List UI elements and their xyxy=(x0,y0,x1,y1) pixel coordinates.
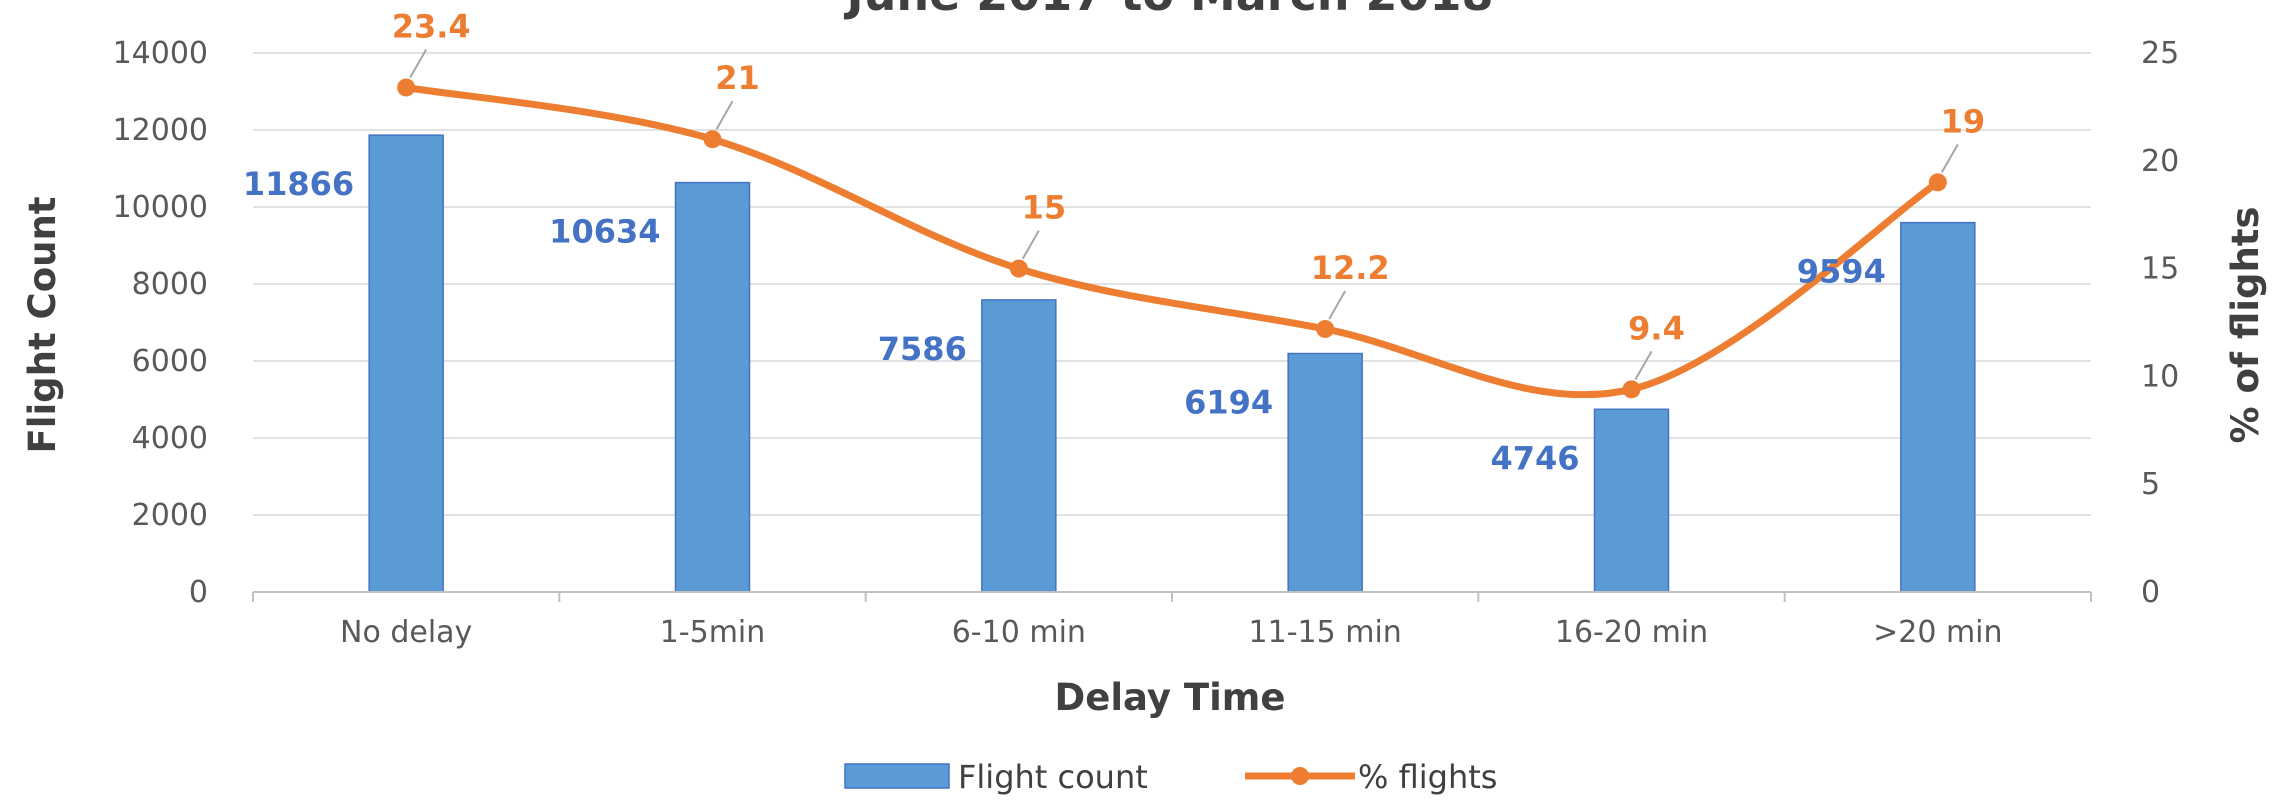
bar xyxy=(1287,352,1363,593)
line-point xyxy=(703,130,722,149)
bar xyxy=(1593,408,1670,593)
legend-swatch-bar xyxy=(844,763,950,789)
x-tick-label: 16-20 min xyxy=(1555,615,1708,650)
bar xyxy=(981,299,1057,593)
line-point xyxy=(397,78,416,97)
y2-tick-label: 20 xyxy=(2141,144,2179,179)
leader-line xyxy=(715,100,734,130)
legend: Flight count % flights xyxy=(844,758,1497,796)
line-data-label: 19 xyxy=(1941,102,1986,140)
bar-data-label: 9594 xyxy=(1797,253,1886,291)
bar-data-label: 10634 xyxy=(549,213,660,251)
bar xyxy=(674,181,751,593)
y-tick-label: 12000 xyxy=(113,113,208,148)
leader-line xyxy=(409,48,428,78)
y-tick-label: 2000 xyxy=(132,498,208,533)
legend-swatch-marker xyxy=(1291,767,1309,785)
bar-data-label: 4746 xyxy=(1490,439,1579,477)
y2-tick-label: 5 xyxy=(2141,467,2160,502)
legend-label: % flights xyxy=(1358,758,1497,796)
line-point xyxy=(1009,259,1028,278)
legend-label: Flight count xyxy=(958,758,1148,796)
bar xyxy=(368,134,444,593)
bar-data-label: 6194 xyxy=(1184,384,1273,422)
y-tick-label: 0 xyxy=(189,575,208,610)
leader-line xyxy=(1940,143,1959,173)
bars xyxy=(368,134,1976,593)
y2-tick-label: 0 xyxy=(2141,575,2160,610)
line-data-label: 12.2 xyxy=(1311,249,1390,287)
line-data-label: 21 xyxy=(715,59,760,97)
x-axis-title: Delay Time xyxy=(1055,676,1286,719)
y-tick-label: 10000 xyxy=(113,190,208,225)
line-data-label: 23.4 xyxy=(392,7,471,45)
y-axis-title: Flight Count xyxy=(21,197,64,454)
gridlines xyxy=(253,52,2091,516)
leader-line xyxy=(1021,230,1040,260)
x-tick-label: 6-10 min xyxy=(952,615,1086,650)
x-tick-label: No delay xyxy=(340,615,472,650)
y2-tick-label: 25 xyxy=(2141,36,2179,71)
y-tick-label: 8000 xyxy=(132,267,208,302)
line-data-label: 9.4 xyxy=(1628,309,1685,347)
line-point xyxy=(1622,380,1641,399)
leader-line xyxy=(1328,290,1347,320)
bar-data-label: 11866 xyxy=(243,165,354,203)
line-point xyxy=(1928,173,1947,192)
y2-tick-label: 10 xyxy=(2141,359,2179,394)
axes: 0 2000 4000 6000 8000 10000 12000 14000 0 5 10 15 20… xyxy=(113,36,2180,650)
y-tick-label: 4000 xyxy=(132,421,208,456)
x-tick-label: 11-15 min xyxy=(1249,615,1402,650)
y-tick-label: 6000 xyxy=(132,344,208,379)
labels: 11866 10634 7586 6194 4746 9594 23.4 21 15 12.2 9.… xyxy=(243,7,1985,477)
line-series xyxy=(397,48,1959,399)
bar xyxy=(1900,221,1976,593)
y2-tick-label: 15 xyxy=(2141,252,2179,287)
chart-title: June 2017 to March 2018 xyxy=(843,0,1493,21)
x-tick-label: 1-5min xyxy=(660,615,766,650)
leader-line xyxy=(1634,350,1653,380)
line-path xyxy=(402,83,1942,399)
y2-axis-title: % of flights xyxy=(2224,207,2267,444)
bar-data-label: 7586 xyxy=(878,330,967,368)
y-tick-label: 14000 xyxy=(113,36,208,71)
x-tick-label: >20 min xyxy=(1873,615,2002,650)
line-data-label: 15 xyxy=(1022,189,1067,227)
line-point xyxy=(1316,319,1335,338)
